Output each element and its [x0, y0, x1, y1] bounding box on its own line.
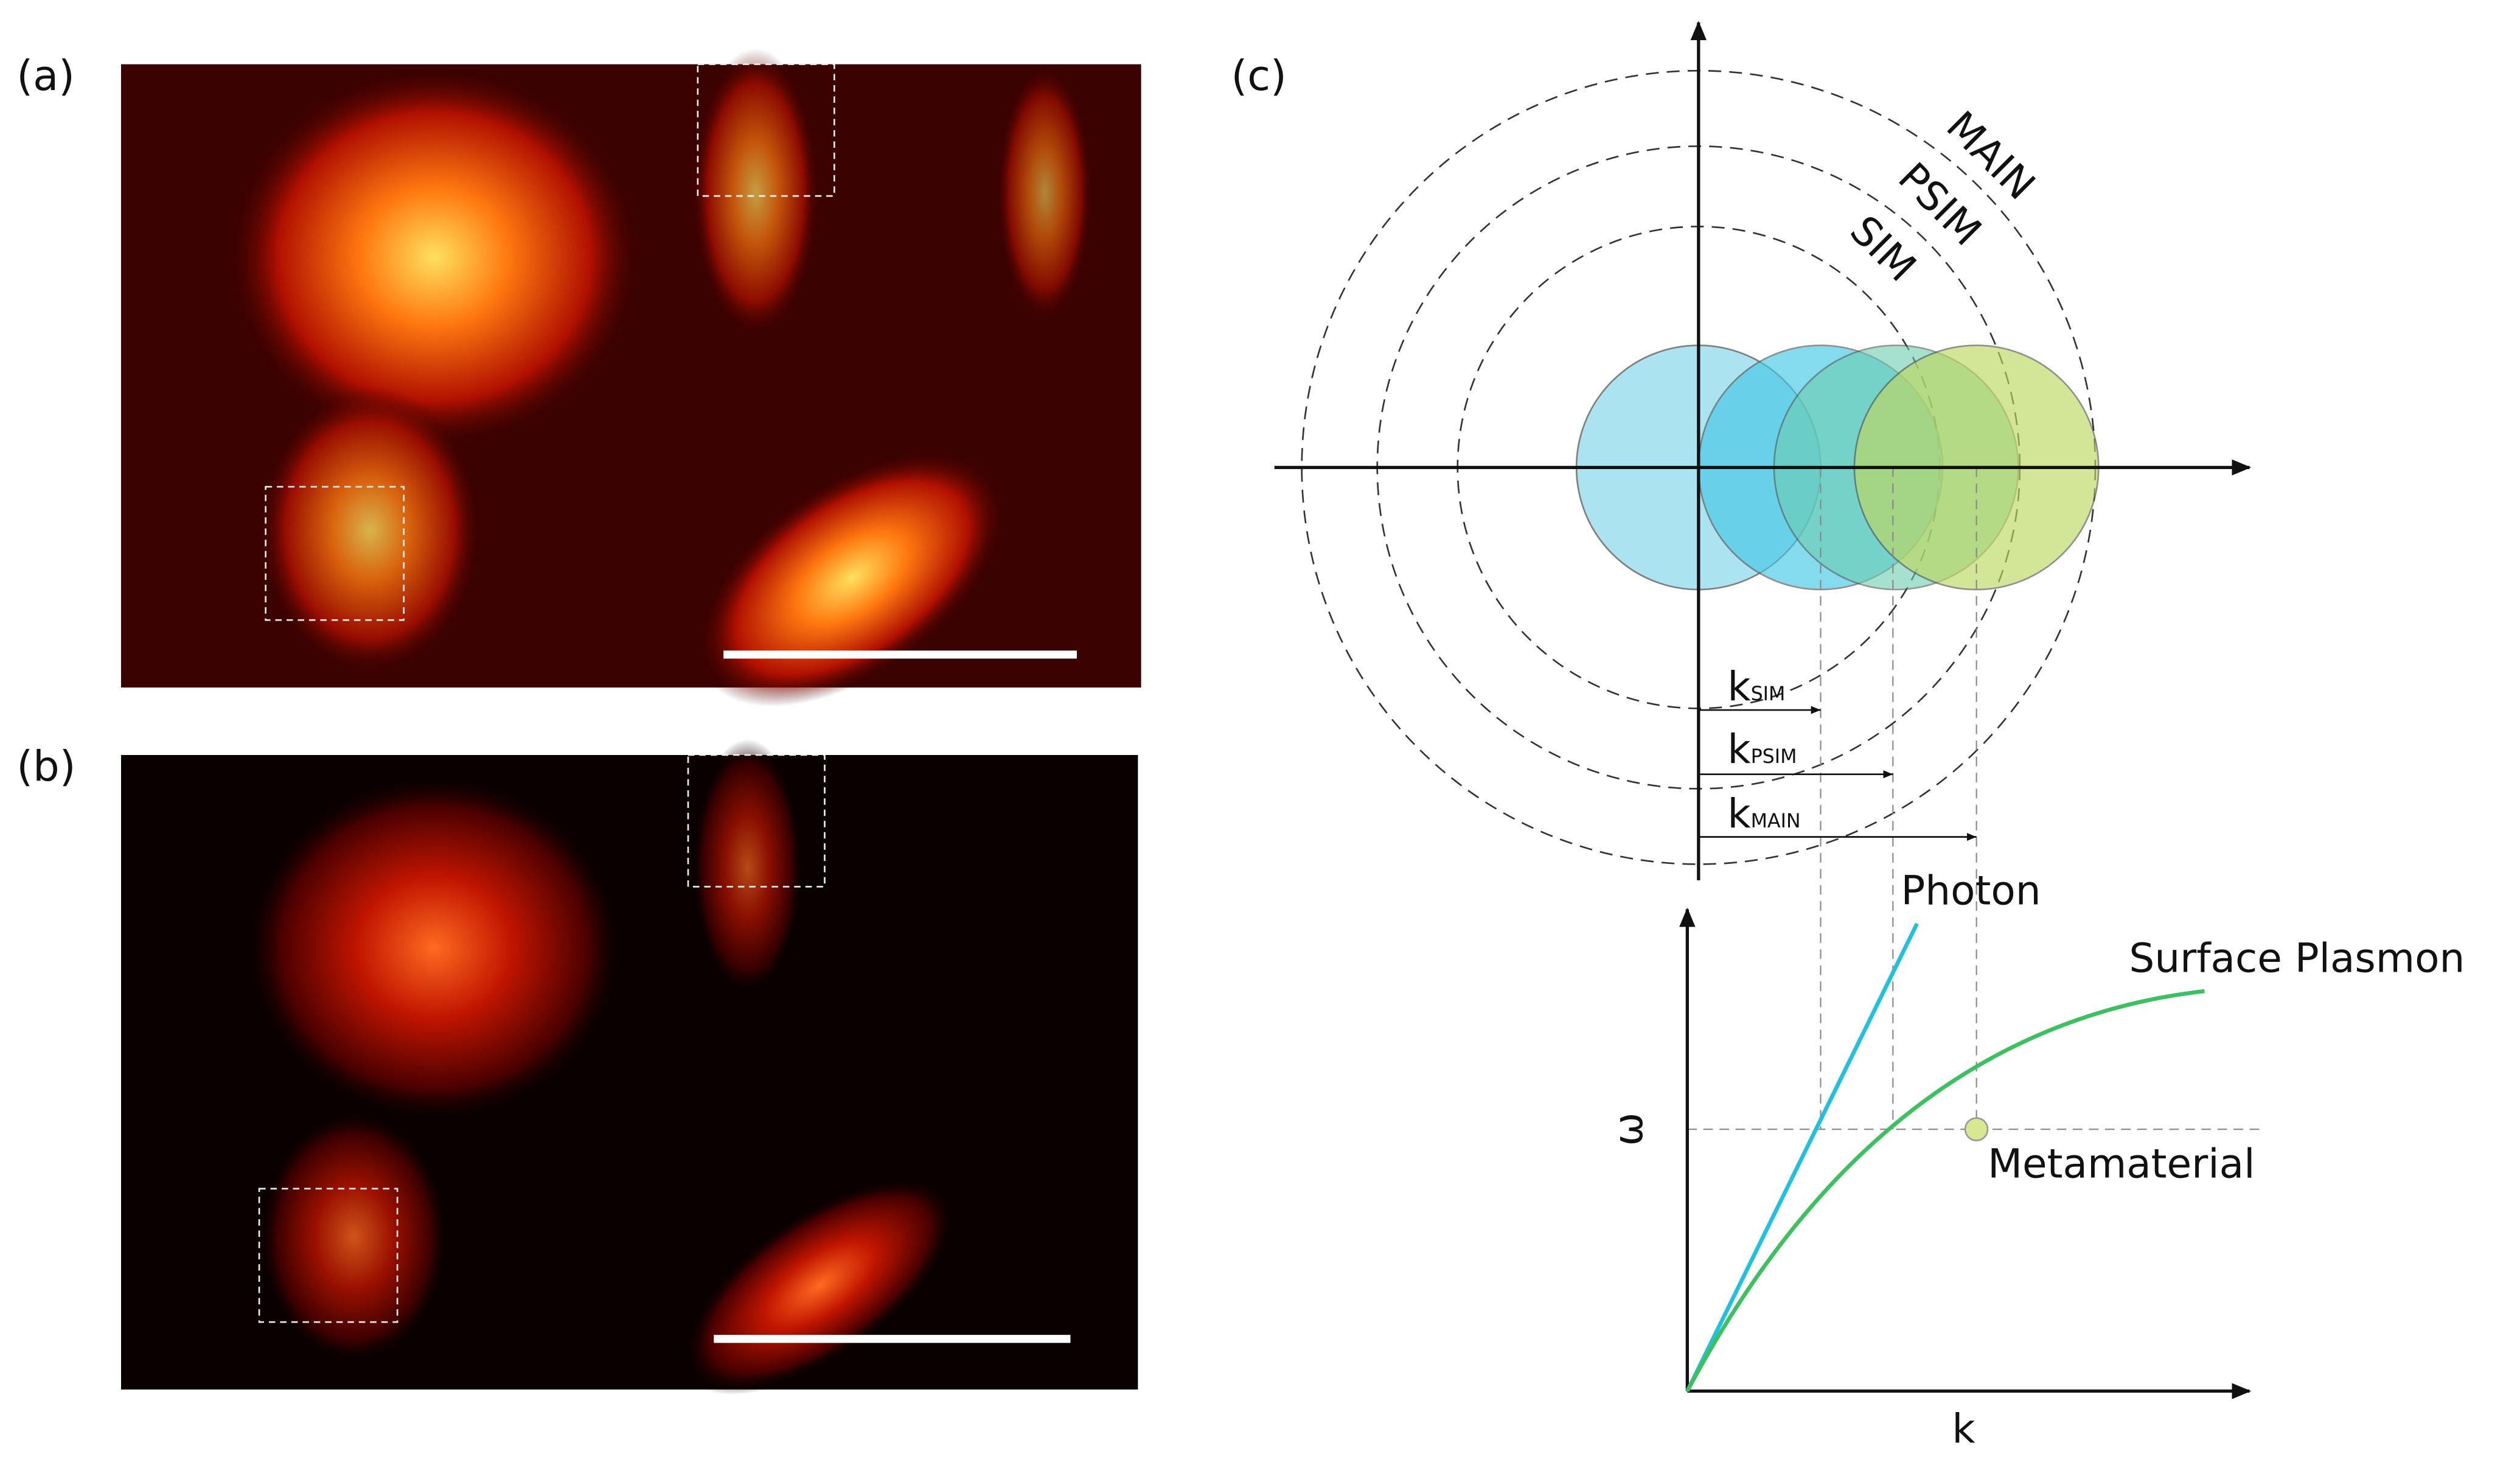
image-a [120, 48, 1141, 707]
label-part: k [1727, 726, 1751, 773]
shape [691, 48, 820, 338]
photon-line [1685, 922, 1919, 1392]
label-part: SIM [1751, 683, 1786, 705]
shape [258, 1188, 399, 1323]
label-part: MAIN [1751, 810, 1801, 832]
shape [723, 650, 1077, 659]
shape [265, 485, 405, 621]
shape [257, 1108, 451, 1366]
shape [691, 739, 804, 997]
shape [714, 1335, 1071, 1343]
shape [697, 450, 1008, 707]
label-part: k [1727, 790, 1751, 837]
y-axis-label: ω [1605, 1113, 1652, 1146]
label-part: k [1727, 663, 1751, 710]
shape [697, 63, 835, 197]
curve-label: Surface Plasmon [2129, 934, 2465, 981]
circle-label: SIM [1841, 207, 1925, 291]
x-axis-label: k [1952, 1405, 1975, 1452]
label-part: PSIM [1751, 746, 1797, 768]
curve-label: Photon [1901, 868, 2041, 914]
panel-label: (b) [16, 742, 75, 791]
image-b [120, 739, 1138, 1395]
panel-label: (c) [1231, 52, 1286, 100]
k-arrows [1698, 706, 1977, 841]
shape [996, 64, 1093, 322]
panel-label: (a) [16, 52, 75, 100]
shape [242, 771, 627, 1125]
k-label: kMAIN [1727, 790, 1800, 837]
k-label: kSIM [1727, 663, 1785, 710]
point-label: Metamaterial [1988, 1140, 2255, 1187]
shape [225, 64, 644, 450]
plasmon-curve [1685, 989, 2205, 1393]
metamaterial-point [1964, 1117, 1989, 1141]
shape [257, 385, 483, 675]
k-label: kPSIM [1727, 726, 1797, 773]
